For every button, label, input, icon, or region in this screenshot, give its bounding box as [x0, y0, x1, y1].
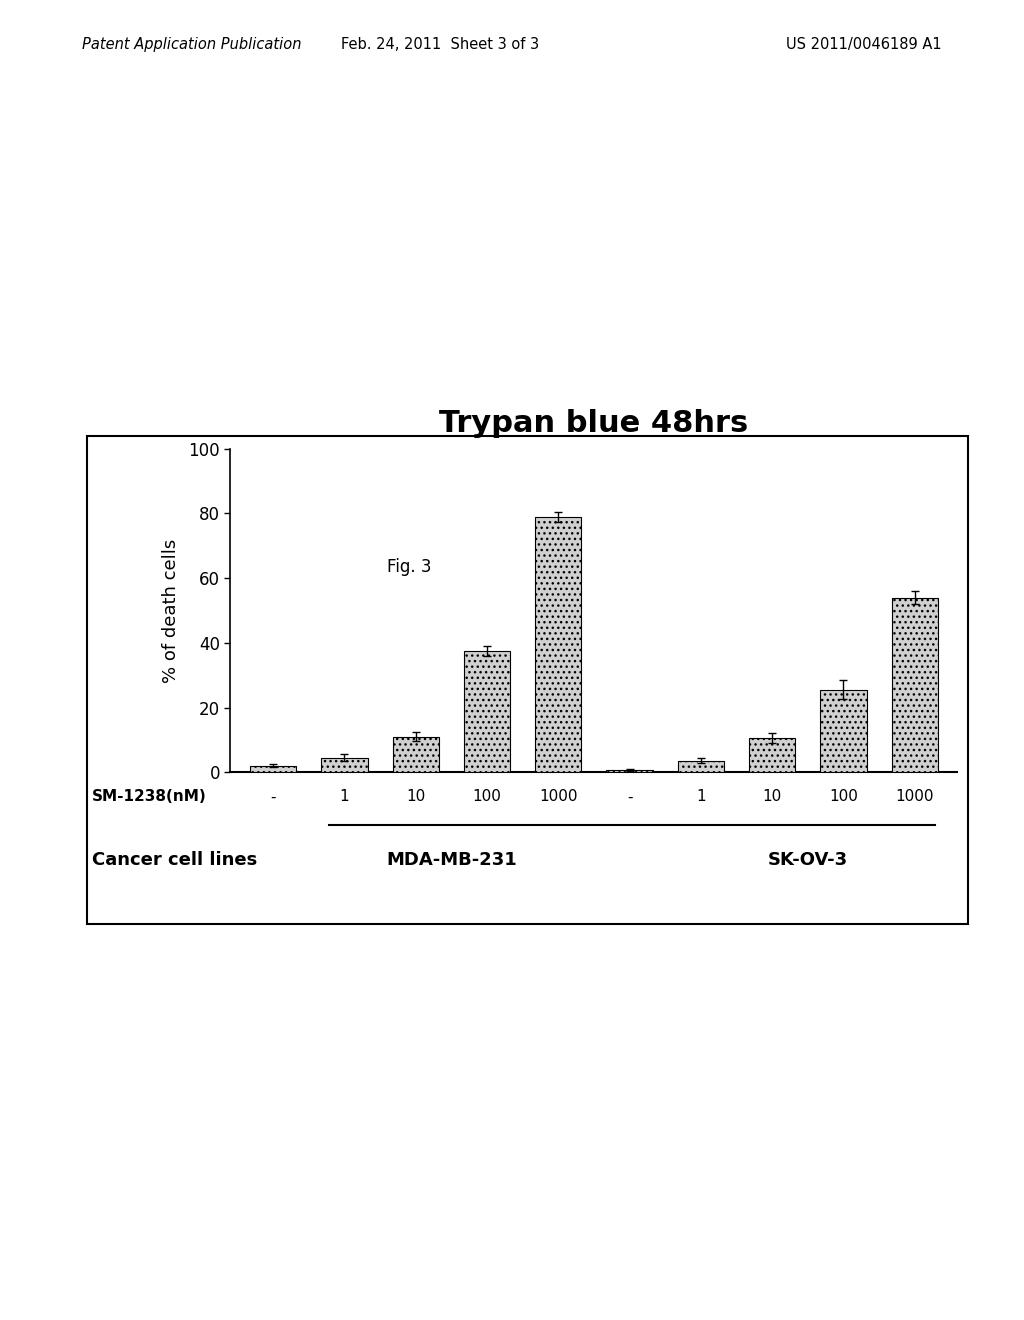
Text: Cancer cell lines: Cancer cell lines: [92, 851, 257, 870]
Bar: [820, 690, 866, 772]
Text: -: -: [270, 789, 275, 804]
Bar: [678, 760, 724, 772]
Text: -: -: [627, 789, 632, 804]
Bar: [464, 651, 510, 772]
Text: 1000: 1000: [895, 789, 934, 804]
Text: 100: 100: [472, 789, 502, 804]
Bar: [392, 737, 439, 772]
Bar: [749, 738, 796, 772]
Title: Trypan blue 48hrs: Trypan blue 48hrs: [439, 409, 749, 438]
Bar: [536, 516, 582, 772]
Text: 1: 1: [340, 789, 349, 804]
Bar: [250, 766, 296, 772]
Bar: [322, 758, 368, 772]
Bar: [606, 770, 652, 772]
Text: 100: 100: [829, 789, 858, 804]
Text: Feb. 24, 2011  Sheet 3 of 3: Feb. 24, 2011 Sheet 3 of 3: [341, 37, 540, 51]
Text: SK-OV-3: SK-OV-3: [768, 851, 848, 870]
Text: 10: 10: [407, 789, 425, 804]
Text: 10: 10: [763, 789, 781, 804]
Y-axis label: % of death cells: % of death cells: [162, 539, 180, 682]
Text: SM-1238(nM): SM-1238(nM): [92, 789, 207, 804]
Text: US 2011/0046189 A1: US 2011/0046189 A1: [786, 37, 942, 51]
Bar: [892, 598, 938, 772]
Text: 1: 1: [696, 789, 706, 804]
Text: Fig. 3: Fig. 3: [387, 558, 432, 577]
Text: MDA-MB-231: MDA-MB-231: [386, 851, 517, 870]
Text: Patent Application Publication: Patent Application Publication: [82, 37, 301, 51]
Text: 1000: 1000: [539, 789, 578, 804]
